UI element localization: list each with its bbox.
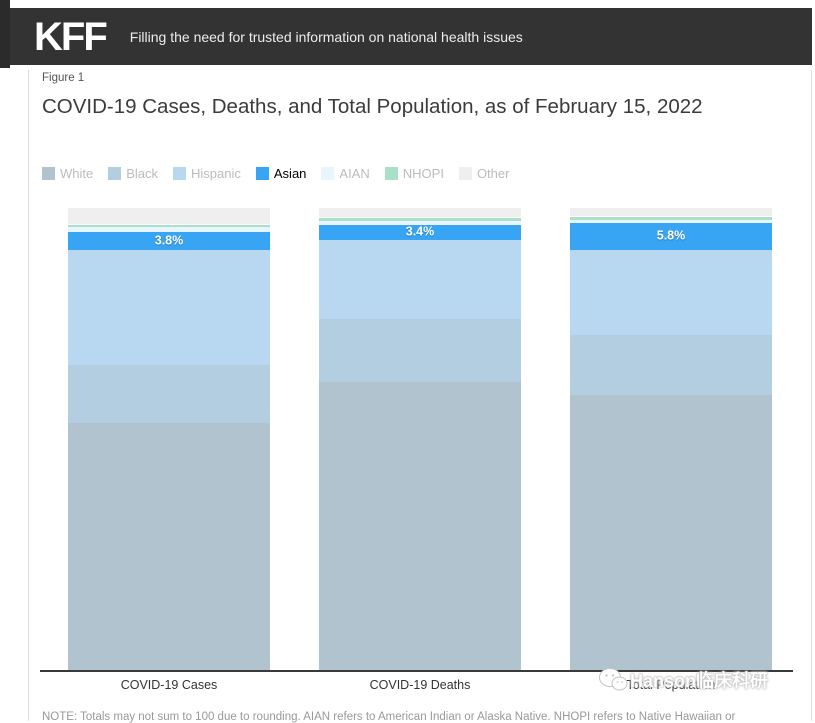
segment-asian[interactable]: 3.4% <box>319 224 521 241</box>
legend-label: Black <box>126 166 159 181</box>
wechat-icon <box>599 668 628 691</box>
legend-swatch-hispanic <box>173 167 187 180</box>
legend-item-asian[interactable]: Asian <box>255 166 307 181</box>
card-border-right <box>811 70 812 721</box>
window-left-edge <box>0 0 10 68</box>
card-border-left <box>28 70 29 721</box>
legend-swatch-white <box>42 167 55 180</box>
segment-white[interactable] <box>319 382 521 671</box>
legend-label: Asian <box>273 166 307 181</box>
x-axis-label: Total Population <box>626 678 716 692</box>
kff-header-bar: KFF Filling the need for trusted informa… <box>10 8 812 65</box>
segment-hispanic[interactable] <box>319 240 521 319</box>
segment-aian[interactable] <box>68 227 270 233</box>
segment-aian[interactable] <box>570 219 772 223</box>
segment-nhopi[interactable] <box>68 224 270 228</box>
legend-swatch-aian <box>321 167 335 180</box>
watermark: Hanson临床科研 <box>598 667 768 693</box>
segment-nhopi[interactable] <box>570 216 772 220</box>
segment-aian[interactable] <box>319 220 521 225</box>
legend-swatch-other <box>458 167 472 180</box>
x-axis-label: COVID-19 Cases <box>120 678 218 692</box>
legend-label: White <box>60 166 94 181</box>
footnote: NOTE: Totals may not sum to 100 due to r… <box>42 711 736 723</box>
segment-other[interactable] <box>319 208 521 218</box>
kff-logo[interactable]: KFF <box>34 14 108 59</box>
legend-item-other[interactable]: Other <box>458 166 510 181</box>
legend-item-hispanic[interactable]: Hispanic <box>173 166 241 181</box>
segment-asian[interactable]: 3.8% <box>68 232 270 250</box>
segment-other[interactable] <box>570 208 772 217</box>
legend: White Black Hispanic Asian AIAN NHOPI Other <box>42 166 524 181</box>
value-label-asian: 5.8% <box>656 228 686 243</box>
value-label-asian: 3.4% <box>405 225 435 240</box>
bar-covid-19-deaths: 3.4% <box>319 208 521 671</box>
legend-item-white[interactable]: White <box>42 166 93 181</box>
legend-label: AIAN <box>339 166 370 181</box>
value-label-asian: 3.8% <box>154 233 184 248</box>
segment-nhopi[interactable] <box>319 217 521 221</box>
bar-covid-19-cases: 3.8% <box>68 208 270 670</box>
bar-total-population: 5.8% <box>570 208 772 671</box>
figure-label: Figure 1 <box>42 72 85 84</box>
chart-title: COVID-19 Cases, Deaths, and Total Popula… <box>42 95 703 118</box>
legend-item-black[interactable]: Black <box>108 166 158 181</box>
watermark-text: Hanson临床科研 <box>630 671 769 691</box>
legend-item-aian[interactable]: AIAN <box>321 166 370 181</box>
segment-black[interactable] <box>319 318 521 383</box>
legend-label: Other <box>476 166 510 181</box>
segment-black[interactable] <box>68 364 270 424</box>
segment-white[interactable] <box>68 423 270 670</box>
kff-tagline: Filling the need for trusted information… <box>129 28 523 45</box>
legend-swatch-black <box>108 167 122 180</box>
segment-hispanic[interactable] <box>570 249 772 335</box>
legend-item-nhopi[interactable]: NHOPI <box>384 166 444 181</box>
segment-white[interactable] <box>570 395 772 671</box>
segment-black[interactable] <box>570 334 772 396</box>
segment-other[interactable] <box>68 208 270 225</box>
legend-swatch-asian <box>255 167 269 180</box>
segment-hispanic[interactable] <box>68 249 270 365</box>
x-axis-label: COVID-19 Deaths <box>369 678 471 692</box>
legend-label: Hispanic <box>191 166 241 181</box>
segment-asian[interactable]: 5.8% <box>570 222 772 250</box>
legend-swatch-nhopi <box>384 167 398 180</box>
legend-label: NHOPI <box>402 166 444 181</box>
x-axis-line <box>40 670 793 672</box>
